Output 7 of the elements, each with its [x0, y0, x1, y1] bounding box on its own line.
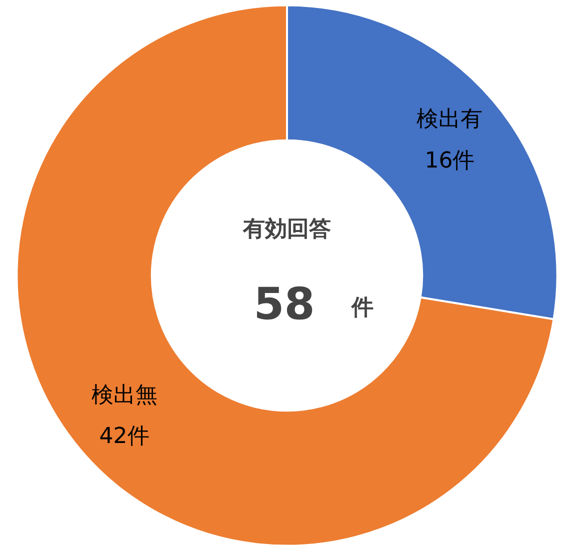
- data-label: 16件: [424, 148, 475, 174]
- slice-label: 検出有: [416, 107, 483, 132]
- text: 58: [254, 278, 315, 330]
- text: 件: [350, 295, 374, 320]
- text: 有効回答: [242, 217, 331, 242]
- slice-label: 検出無: [91, 382, 158, 408]
- data-label: 42件: [99, 424, 150, 450]
